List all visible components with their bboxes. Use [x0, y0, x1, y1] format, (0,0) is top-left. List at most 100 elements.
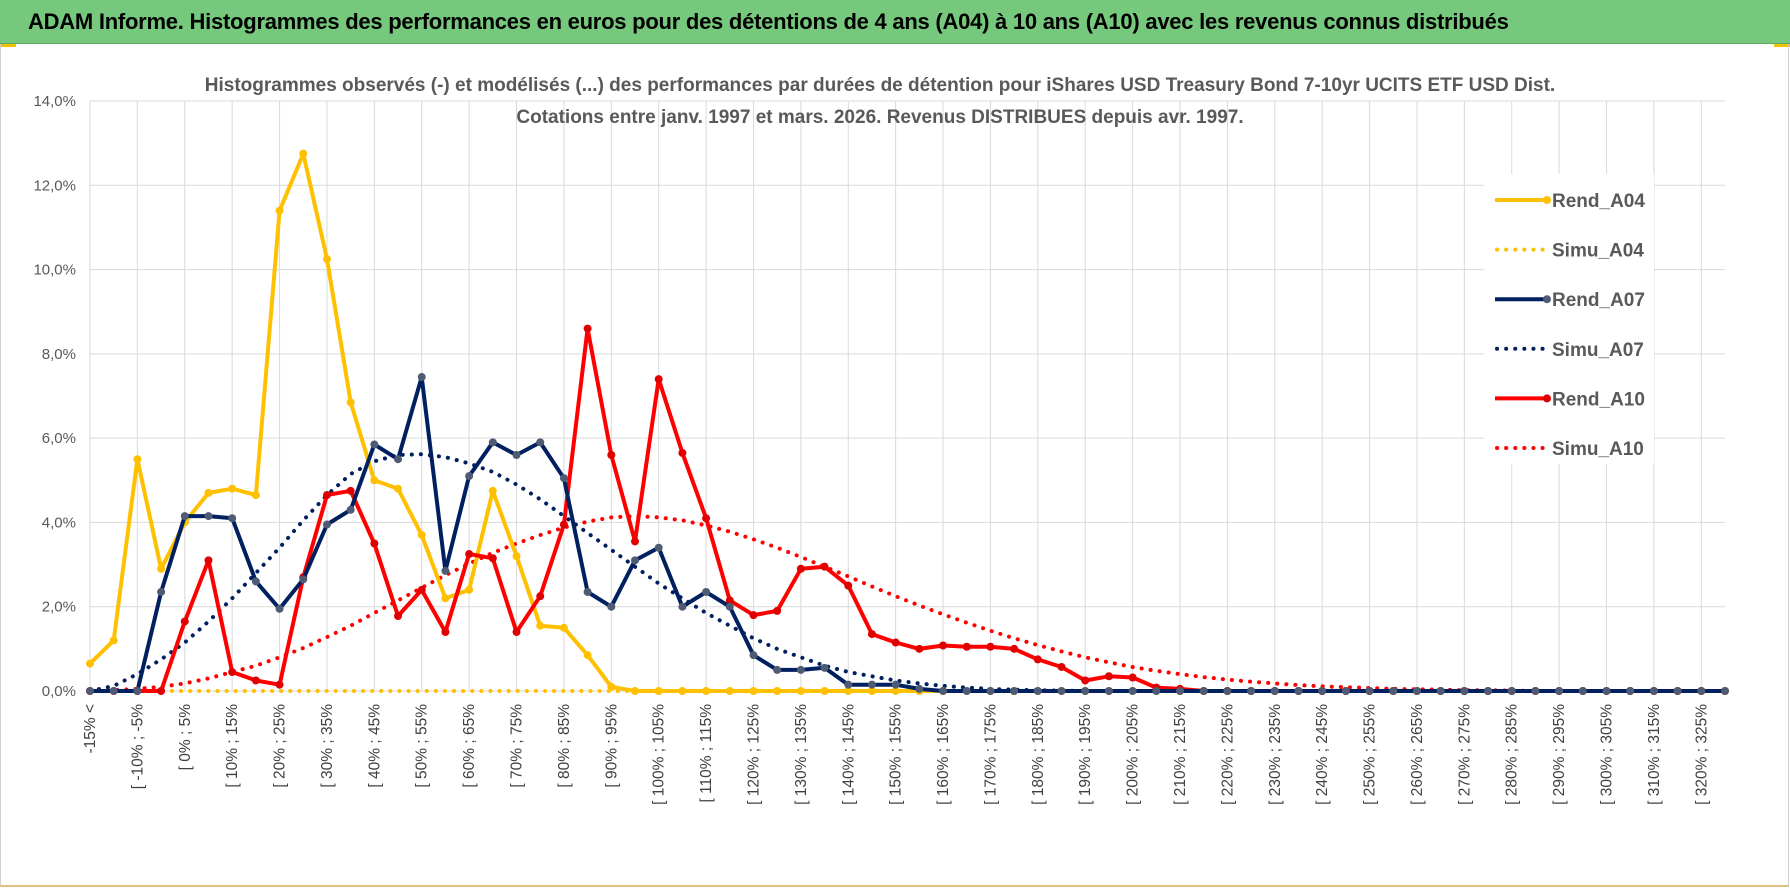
data-point-rend-a07 [1602, 687, 1611, 695]
data-point-rend-a04 [157, 564, 166, 573]
data-point-rend-a07 [962, 687, 971, 695]
data-point-rend-a07 [512, 451, 521, 459]
data-point-rend-a07 [631, 556, 639, 565]
data-point-rend-a07 [1199, 687, 1208, 695]
data-point-rend-a10 [465, 550, 474, 559]
data-point-rend-a10 [891, 638, 900, 647]
data-point-rend-a07 [867, 680, 876, 689]
data-point-rend-a07 [86, 687, 94, 695]
y-tick-label: 0,0% [42, 683, 76, 700]
data-point-rend-a10 [962, 642, 971, 651]
data-point-rend-a10 [204, 556, 213, 565]
data-point-rend-a07 [1389, 687, 1398, 695]
data-point-rend-a07 [1626, 687, 1635, 695]
data-point-rend-a04 [346, 398, 355, 407]
data-point-rend-a04 [109, 636, 118, 645]
data-point-rend-a07 [1436, 687, 1445, 695]
x-tick-label: [ 240% ; 245% [1314, 704, 1331, 805]
data-point-rend-a10 [228, 668, 237, 677]
data-point-rend-a07 [796, 665, 805, 674]
data-point-rend-a07 [1152, 687, 1161, 695]
data-point-rend-a07 [1247, 687, 1256, 695]
data-point-rend-a07 [1697, 687, 1706, 695]
data-point-rend-a10 [796, 564, 805, 573]
data-point-rend-a07 [1270, 687, 1279, 695]
data-point-rend-a04 [607, 682, 616, 691]
data-point-rend-a10 [1128, 673, 1137, 682]
x-tick-label: [ 140% ; 145% [840, 704, 857, 805]
data-point-rend-a07 [844, 680, 853, 689]
x-tick-label: [ 190% ; 195% [1077, 704, 1094, 805]
y-axis: 0,0% 2,0% 4,0% 6,0% 8,0% 10,0% 12,0% 14,0% [33, 93, 76, 700]
x-tick-label: [ 250% ; 255% [1362, 704, 1379, 805]
x-tick-label: [ 70% ; 75% [509, 704, 526, 788]
data-point-rend-a07 [251, 577, 260, 586]
x-tick-label: [ 30% ; 35% [319, 704, 336, 788]
data-point-rend-a07 [1294, 687, 1303, 695]
x-tick-label: [ 130% ; 135% [793, 704, 810, 805]
data-point-rend-a07 [488, 438, 497, 447]
data-point-rend-a10 [939, 641, 948, 650]
data-point-rend-a07 [228, 514, 237, 523]
data-point-rend-a07 [1223, 687, 1232, 695]
data-point-rend-a10 [654, 375, 663, 384]
data-point-rend-a04 [773, 687, 782, 695]
x-tick-label: [ 100% ; 105% [651, 704, 668, 805]
data-point-rend-a10 [512, 628, 521, 636]
data-point-rend-a10 [180, 617, 189, 626]
x-tick-label: [ 300% ; 305% [1599, 704, 1616, 805]
series-rend-a04 [86, 149, 1729, 695]
data-point-rend-a10 [417, 585, 426, 594]
data-point-rend-a04 [133, 455, 142, 464]
chart-legend: Rend_A04 Simu_A04 Rend_A07 Simu_A07 Rend_A10… [1484, 174, 1654, 464]
data-point-rend-a07 [1484, 687, 1493, 695]
data-point-rend-a07 [1721, 687, 1729, 695]
data-point-rend-a07 [1531, 687, 1540, 695]
data-point-rend-a07 [749, 651, 758, 660]
series-line-simu-a10 [88, 514, 1727, 693]
data-point-rend-a07 [820, 663, 829, 672]
x-tick-label: -15% < [82, 704, 99, 754]
data-point-rend-a07 [654, 543, 663, 552]
legend-label-simu-a04: Simu_A04 [1552, 241, 1644, 262]
data-point-rend-a10 [820, 562, 829, 571]
data-point-rend-a07 [1057, 687, 1066, 695]
data-point-rend-a04 [441, 594, 450, 603]
data-point-rend-a10 [1057, 662, 1066, 671]
data-point-rend-a04 [702, 687, 711, 695]
data-point-rend-a07 [891, 680, 900, 689]
data-point-rend-a10 [1081, 676, 1090, 685]
legend-label-simu-a07: Simu_A07 [1552, 340, 1644, 361]
y-tick-label: 4,0% [42, 514, 76, 531]
data-point-rend-a04 [749, 687, 758, 695]
x-tick-label: [ 320% ; 325% [1693, 704, 1710, 805]
data-point-rend-a07 [1010, 687, 1019, 695]
data-point-rend-a10 [773, 606, 782, 615]
series-simu-a07 [88, 452, 1727, 693]
data-point-rend-a07 [773, 665, 782, 674]
data-point-rend-a07 [915, 684, 924, 693]
data-point-rend-a07 [322, 520, 331, 529]
series-line-simu-a07 [88, 452, 1727, 693]
data-point-rend-a07 [1176, 687, 1184, 695]
data-point-rend-a07 [583, 587, 592, 596]
data-point-rend-a07 [1507, 687, 1516, 695]
data-point-rend-a10 [725, 596, 734, 605]
data-point-rend-a04 [488, 486, 497, 495]
x-tick-label: [ 200% ; 205% [1125, 704, 1142, 805]
data-point-rend-a10 [536, 592, 545, 601]
chart-title-line1: Histogrammes observés (-) et modélisés (… [205, 75, 1555, 96]
data-point-rend-a04 [370, 476, 379, 485]
report-title: ADAM Informe. Histogrammes des performan… [28, 9, 1509, 34]
data-point-rend-a07 [204, 512, 213, 521]
data-point-rend-a04 [512, 552, 521, 561]
y-tick-label: 14,0% [33, 93, 76, 110]
x-tick-label: [ 90% ; 95% [603, 704, 620, 788]
data-point-rend-a07 [299, 575, 308, 584]
data-point-rend-a07 [1578, 687, 1587, 695]
data-point-rend-a07 [417, 373, 426, 382]
x-tick-label: [ 220% ; 225% [1219, 704, 1236, 805]
data-point-rend-a07 [702, 587, 711, 596]
x-tick-label: [ 180% ; 185% [1030, 704, 1047, 805]
x-tick-label: [ 210% ; 215% [1172, 704, 1189, 805]
